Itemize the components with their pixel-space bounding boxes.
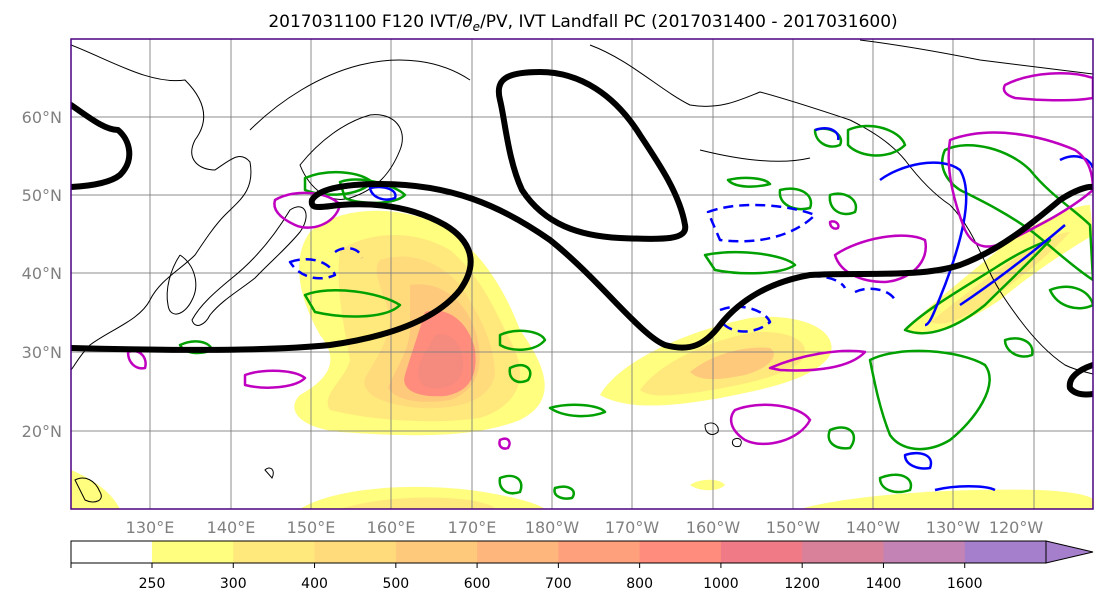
- colorbar-tick-label: 1000: [703, 576, 739, 592]
- chart-title: 2017031100 F120 IVT/θe/PV, IVT Landfall …: [268, 12, 897, 34]
- ivt-tropics: [71, 470, 120, 509]
- colorbar-tick-label: 300: [220, 576, 247, 592]
- jet-contours: [71, 69, 1093, 398]
- lon-label-170w: 170°W: [605, 518, 660, 537]
- lat-label-50: 50°N: [22, 186, 62, 205]
- ivt-plume-coast: [905, 205, 1093, 332]
- ivt-shading: [71, 205, 1093, 509]
- hawaii-islands: [704, 422, 742, 448]
- colorbar-cell: [883, 541, 966, 563]
- lat-label-20: 20°N: [22, 422, 62, 441]
- lat-labels: 60°N 50°N 40°N 30°N 20°N: [22, 108, 62, 441]
- lat-label-30: 30°N: [22, 343, 62, 362]
- colorbar-cell: [152, 541, 234, 563]
- jet-se: [1066, 362, 1093, 398]
- colorbar-cell: [395, 541, 478, 563]
- colorbar: 250 300 400 500 600 700 800 1000 1200 1400 1600: [70, 540, 1094, 592]
- jet-ridge: [495, 69, 689, 242]
- lon-label-130w: 130°W: [926, 518, 981, 537]
- colorbar-cell: [639, 541, 722, 563]
- map-frame: [70, 38, 1094, 510]
- japan-coast: [191, 206, 307, 326]
- colorbar-cell: [477, 541, 559, 563]
- colorbar-tick-label: 1600: [947, 576, 983, 592]
- colorbar-extend-arrow: [1045, 540, 1094, 564]
- lon-label-160w: 160°W: [686, 518, 741, 537]
- lon-label-150e: 150°E: [287, 518, 336, 537]
- lon-labels: 130°E 140°E 150°E 160°E 170°E 180°W 170°…: [126, 518, 1044, 537]
- colorbar-cell: [314, 541, 397, 563]
- jet-nw: [71, 102, 133, 190]
- coastlines: [71, 39, 1093, 503]
- lon-label-180w: 180°W: [525, 518, 580, 537]
- jet-main: [71, 181, 1093, 353]
- colorbar-tick-label: 250: [139, 576, 166, 592]
- lon-label-120w: 120°W: [989, 518, 1044, 537]
- colorbar-cell: [558, 541, 641, 563]
- colorbar-tick-label: 400: [301, 576, 328, 592]
- colorbar-tick-label: 800: [626, 576, 653, 592]
- colorbar-ticks: 250 300 400 500 600 700 800 1000 1200 1400 1600: [70, 563, 983, 592]
- colorbar-cells: [152, 541, 1047, 563]
- siberia-coast: [249, 59, 471, 131]
- tropical-islands: [74, 467, 274, 503]
- alaska-coast: [589, 44, 951, 206]
- lon-label-140e: 140°E: [207, 518, 256, 537]
- colorbar-tick-label: 600: [464, 576, 491, 592]
- colorbar-tick-label: 700: [545, 576, 572, 592]
- colorbar-cell: [964, 541, 1047, 563]
- colorbar-under: [71, 541, 152, 563]
- map-panel: [71, 39, 1093, 509]
- aleutian-arc: [699, 149, 811, 162]
- lon-label-140w: 140°W: [846, 518, 901, 537]
- korea-coast: [166, 254, 197, 315]
- colorbar-cell: [720, 541, 803, 563]
- colorbar-tick-label: 1400: [866, 576, 902, 592]
- canada-coast: [859, 39, 1093, 75]
- colorbar-cell: [233, 541, 316, 563]
- colorbar-tick-label: 1200: [784, 576, 820, 592]
- lon-label-160e: 160°E: [367, 518, 416, 537]
- colorbar-cell: [802, 541, 884, 563]
- lon-label-170e: 170°E: [448, 518, 497, 537]
- lon-label-150w: 150°W: [766, 518, 821, 537]
- lon-label-130e: 130°E: [126, 518, 175, 537]
- asia-coast: [71, 44, 252, 371]
- lat-label-40: 40°N: [22, 264, 62, 283]
- pv-positive-contours: [178, 124, 1093, 500]
- lat-label-60: 60°N: [22, 108, 62, 127]
- colorbar-tick-label: 500: [382, 576, 409, 592]
